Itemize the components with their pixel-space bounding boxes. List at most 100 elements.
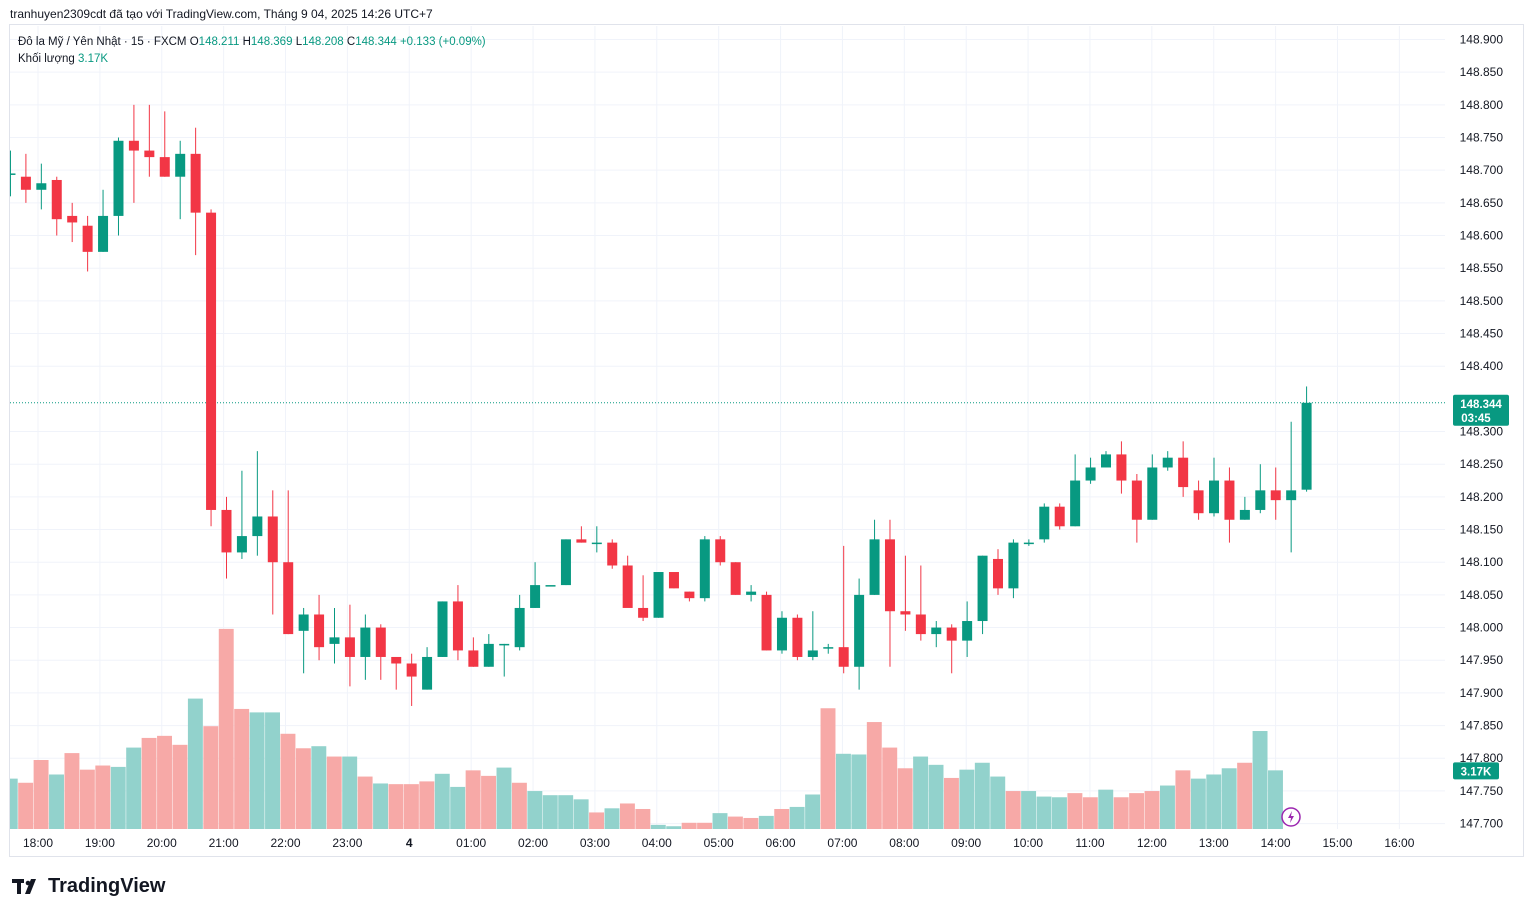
price-tick-label: 147.900	[1460, 686, 1504, 700]
candle-body	[113, 140, 124, 216]
legend-change: +0.133 (+0.09%)	[399, 36, 486, 48]
candle-body	[1039, 506, 1050, 540]
volume-bar	[465, 770, 481, 829]
volume-bar	[1067, 793, 1083, 829]
volume-bar	[357, 776, 373, 829]
volume-bar	[913, 756, 929, 829]
candle-body	[869, 539, 880, 595]
candle-body	[854, 594, 865, 667]
lightning-icon-glyph	[1288, 811, 1294, 823]
time-tick-label: 03:00	[580, 836, 610, 850]
candle-body	[807, 650, 818, 657]
candle-body	[792, 617, 803, 657]
volume-bar	[789, 806, 805, 829]
volume-bar	[1098, 789, 1114, 829]
volume-bar	[403, 784, 419, 829]
candle-body	[1008, 542, 1019, 589]
volume-bar	[527, 791, 543, 829]
time-tick-label: 05:00	[704, 836, 734, 850]
price-axis: 148.900 148.850 148.800 148.750 148.700 148.6…	[1460, 33, 1504, 831]
volume-bar	[573, 799, 589, 829]
volume-bar	[234, 708, 250, 829]
price-tick-label: 148.000	[1460, 621, 1504, 635]
candle-body	[1070, 480, 1081, 527]
candle-body	[992, 558, 1003, 589]
price-tick-label: 148.250	[1460, 457, 1504, 471]
price-tick-label: 148.400	[1460, 359, 1504, 373]
candle-body	[1209, 480, 1220, 514]
chart-credit-text: tranhuyen2309cdt đã tạo với TradingView.…	[10, 7, 433, 21]
candle-body	[560, 539, 571, 586]
candle-body	[483, 643, 494, 667]
volume-bar	[1129, 793, 1145, 829]
price-tick-label: 148.650	[1460, 196, 1504, 210]
candle-body	[668, 572, 679, 589]
volume-bar	[326, 756, 342, 829]
candle-body	[221, 509, 232, 553]
candle-body	[144, 150, 155, 158]
candle-body	[1255, 490, 1266, 510]
legend-close-label: C	[346, 36, 356, 48]
legend-low: 148.208	[302, 36, 344, 48]
candle-body	[530, 585, 541, 608]
candle-body	[838, 647, 849, 667]
price-tick-label: 148.450	[1460, 327, 1504, 341]
volume-bar	[1268, 770, 1283, 829]
volume-bar	[141, 737, 157, 829]
legend-low-label: L	[295, 36, 303, 48]
legend-open-label: O	[189, 36, 199, 48]
volume-bar	[64, 753, 80, 829]
volume-bar	[558, 795, 574, 829]
candle-body	[699, 539, 710, 599]
volume-bar	[1175, 770, 1191, 829]
legend-open: 148.211	[198, 36, 240, 48]
volume-bar	[820, 708, 836, 829]
price-tick-label: 148.200	[1460, 490, 1504, 504]
price-tick-label: 147.850	[1460, 719, 1504, 733]
volume-bar	[249, 712, 265, 829]
volume-bar	[18, 782, 34, 829]
tradingview-logo[interactable]: TradingView	[12, 875, 165, 898]
candle-body	[128, 140, 139, 151]
candle-body	[468, 650, 479, 667]
candle-body	[684, 591, 695, 599]
candle-body	[1270, 490, 1281, 501]
volume-bar	[511, 782, 527, 829]
candle-body	[329, 637, 340, 644]
time-tick-label: 21:00	[209, 836, 239, 850]
price-tick-label: 147.950	[1460, 653, 1504, 667]
candle-body	[1301, 402, 1312, 490]
time-tick-label: 09:00	[951, 836, 981, 850]
time-tick-label: 16:00	[1384, 836, 1414, 850]
volume-bar	[1237, 762, 1253, 829]
volume-bar	[1005, 791, 1021, 829]
legend-high-label: H	[242, 36, 251, 48]
volume-bar	[697, 822, 713, 829]
price-tick-label: 148.700	[1460, 163, 1504, 177]
legend-volume-label: Khối lượng	[18, 53, 75, 65]
volume-bar	[373, 783, 389, 829]
candle-body	[622, 565, 633, 608]
time-tick-label: 13:00	[1199, 836, 1229, 850]
candle-body	[1178, 457, 1189, 488]
candle-body	[576, 539, 587, 543]
candle-body	[1101, 454, 1111, 468]
candle-body	[252, 516, 263, 537]
volume-bar	[295, 748, 311, 829]
volume-bar	[1113, 797, 1129, 829]
candle-body	[653, 572, 664, 618]
candle-body	[175, 153, 186, 177]
candle-body	[746, 591, 757, 595]
legend-symbol: Đô la Mỹ / Yên Nhật · 15 · FXCM	[18, 36, 187, 48]
last-price-value: 148.344	[1460, 399, 1502, 411]
volume-bar	[589, 812, 605, 829]
last-price-badge	[1453, 394, 1509, 426]
time-tick-label: 23:00	[332, 836, 362, 850]
volume-bar	[928, 764, 944, 829]
candle-body	[267, 516, 278, 563]
candle-body	[1147, 467, 1158, 520]
chart-frame	[9, 24, 1524, 857]
legend-close: 148.344	[355, 36, 397, 48]
volume-bar	[187, 698, 203, 829]
